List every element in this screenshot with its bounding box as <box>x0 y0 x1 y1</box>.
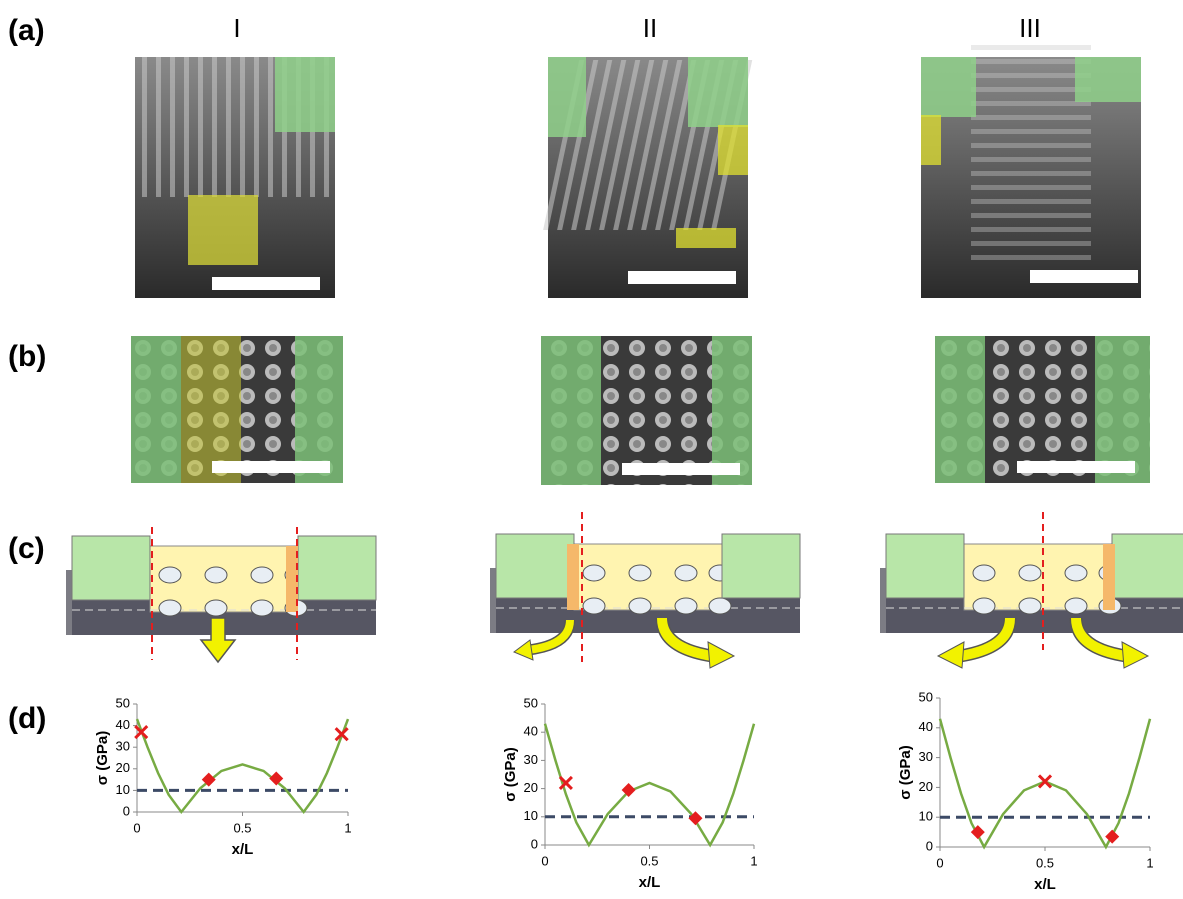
x-axis-label: x/L <box>1034 876 1056 893</box>
x-tick-label: 0.5 <box>1036 855 1054 870</box>
x-tick-label: 0 <box>936 855 943 870</box>
sem-image <box>921 40 1141 298</box>
y-axis-label: σ (GPa) <box>897 745 914 799</box>
y-tick-label: 0 <box>926 838 933 853</box>
y-tick-label: 50 <box>919 689 933 704</box>
sem-image <box>541 336 752 485</box>
y-tick-label: 30 <box>524 752 538 767</box>
x-tick-label: 0 <box>133 820 140 835</box>
y-tick-label: 10 <box>116 782 130 797</box>
panel-label: (d) <box>8 702 46 735</box>
y-tick-label: 50 <box>116 695 130 710</box>
diamond-marker <box>269 772 283 786</box>
curve <box>545 724 754 845</box>
x-axis-label: x/L <box>232 841 254 858</box>
schematic <box>490 512 800 668</box>
y-tick-label: 40 <box>116 717 130 732</box>
panel-label: (c) <box>8 532 45 565</box>
y-tick-label: 0 <box>123 803 130 818</box>
x-tick-label: 0.5 <box>640 853 658 868</box>
sem-image <box>541 57 757 298</box>
schematic <box>66 527 376 662</box>
sem-image <box>131 336 343 483</box>
column-label: III <box>1019 13 1041 43</box>
y-tick-label: 20 <box>524 780 538 795</box>
diamond-marker <box>1105 830 1119 844</box>
y-tick-label: 20 <box>116 760 130 775</box>
y-tick-label: 40 <box>919 719 933 734</box>
y-tick-label: 0 <box>531 836 538 851</box>
y-tick-label: 30 <box>116 739 130 754</box>
y-tick-label: 10 <box>919 809 933 824</box>
y-tick-label: 40 <box>524 724 538 739</box>
y-tick-label: 10 <box>524 808 538 823</box>
y-tick-label: 20 <box>919 779 933 794</box>
curve <box>137 719 348 812</box>
y-tick-label: 50 <box>524 695 538 710</box>
y-axis-label: σ (GPa) <box>502 747 519 801</box>
x-tick-label: 1 <box>344 820 351 835</box>
panel-label: (a) <box>8 14 45 47</box>
cross-marker <box>1039 775 1051 787</box>
x-tick-label: 1 <box>750 853 757 868</box>
sem-image <box>935 336 1150 483</box>
figure: (a) (b) (c) (d) I II III <box>0 0 1183 899</box>
column-label: I <box>233 13 240 43</box>
x-tick-label: 0 <box>541 853 548 868</box>
x-axis-label: x/L <box>639 874 661 891</box>
panel-label: (b) <box>8 340 46 373</box>
schematic <box>880 512 1183 668</box>
y-tick-label: 30 <box>919 749 933 764</box>
column-label: II <box>643 13 657 43</box>
x-tick-label: 0.5 <box>233 820 251 835</box>
sem-image <box>135 57 335 298</box>
y-axis-label: σ (GPa) <box>94 731 111 785</box>
x-tick-label: 1 <box>1146 855 1153 870</box>
